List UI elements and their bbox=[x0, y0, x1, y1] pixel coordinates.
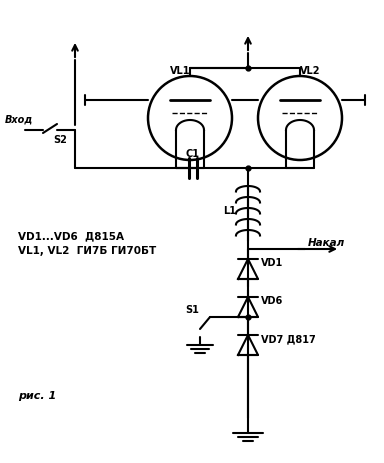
Text: VD7 Д817: VD7 Д817 bbox=[261, 333, 316, 343]
Text: рис. 1: рис. 1 bbox=[18, 390, 56, 400]
Text: VD1...VD6  Д815А: VD1...VD6 Д815А bbox=[18, 231, 124, 240]
Text: C1: C1 bbox=[185, 149, 199, 159]
Text: VD1: VD1 bbox=[261, 257, 283, 268]
Text: VL1, VL2  ГИ7Б ГИ70БТ: VL1, VL2 ГИ7Б ГИ70БТ bbox=[18, 245, 156, 256]
Text: Вход: Вход bbox=[5, 115, 33, 125]
Text: VL1: VL1 bbox=[170, 66, 190, 76]
Text: S1: S1 bbox=[185, 304, 199, 314]
Text: VL2: VL2 bbox=[300, 66, 320, 76]
Text: VD6: VD6 bbox=[261, 295, 283, 305]
Text: L1: L1 bbox=[223, 206, 236, 216]
Text: S2: S2 bbox=[53, 135, 67, 144]
Text: Накал: Накал bbox=[308, 238, 345, 247]
